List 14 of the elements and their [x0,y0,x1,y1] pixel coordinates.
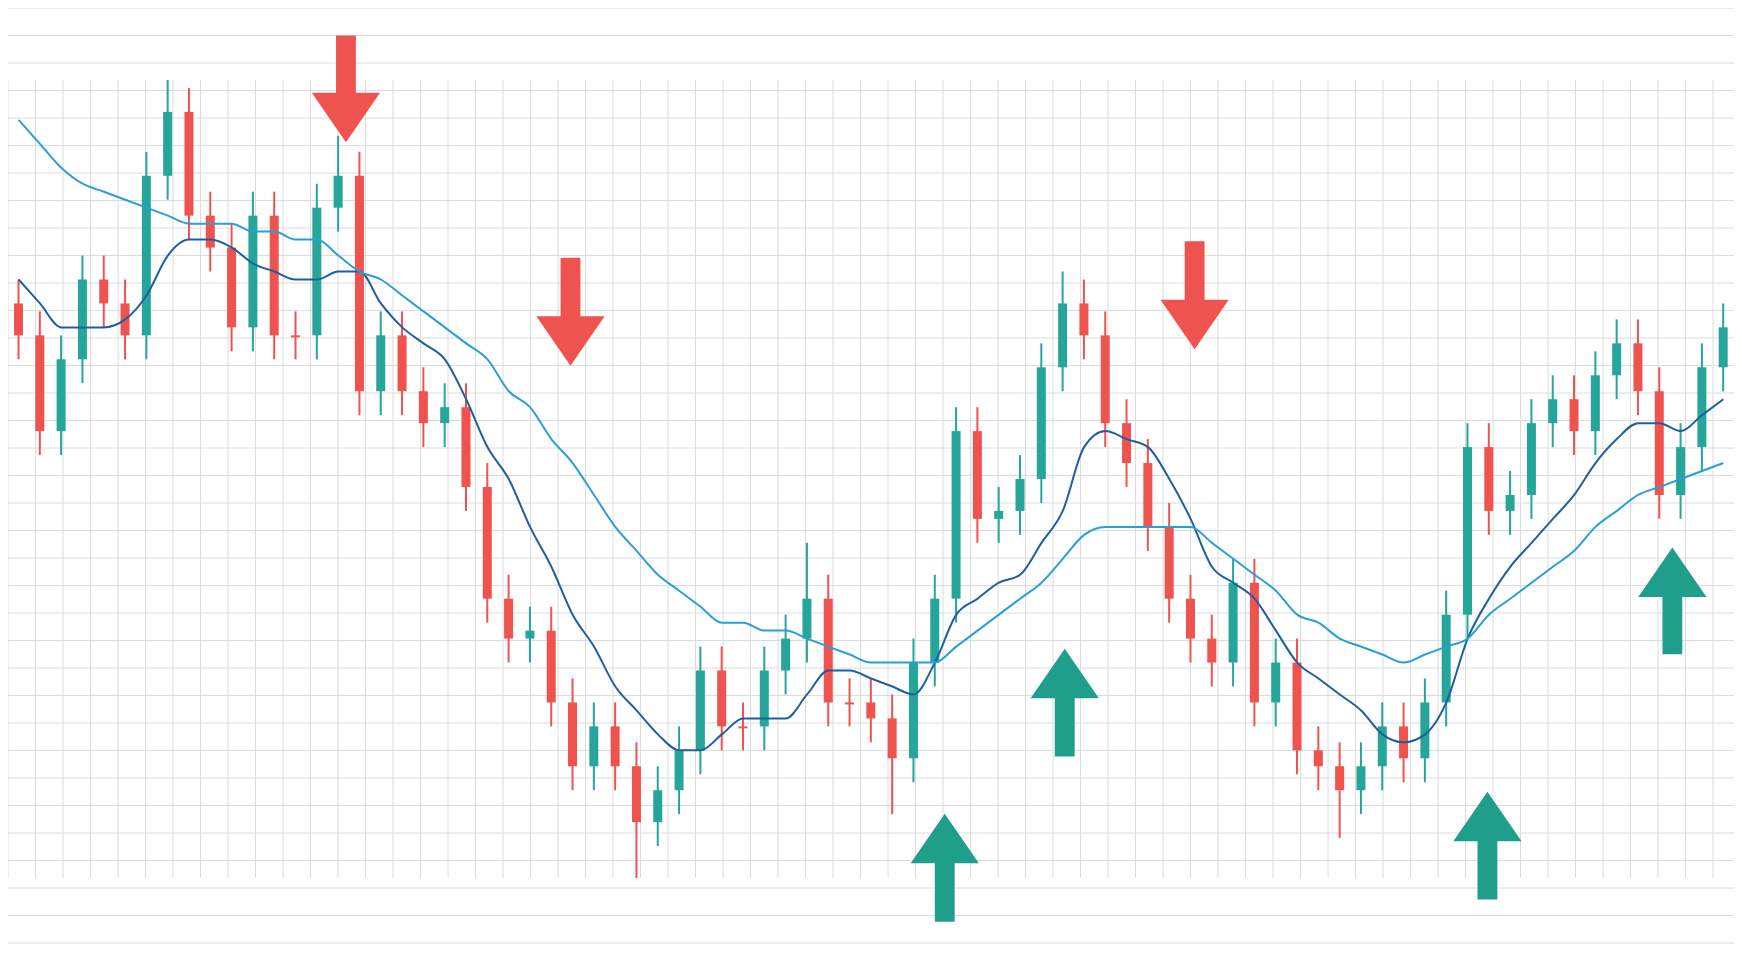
candlestick [99,254,109,329]
candlestick [440,382,450,449]
candlestick [1505,470,1515,536]
candlestick [845,677,855,728]
candlestick [994,485,1004,544]
candlestick [1356,741,1366,816]
candlestick [525,605,535,664]
candlestick [1313,725,1323,792]
candlestick [1335,741,1345,840]
candlestick [1207,613,1217,688]
candlestick [866,677,876,744]
candlestick [291,310,301,361]
candlestick [738,701,748,752]
candlestick [1548,374,1558,449]
